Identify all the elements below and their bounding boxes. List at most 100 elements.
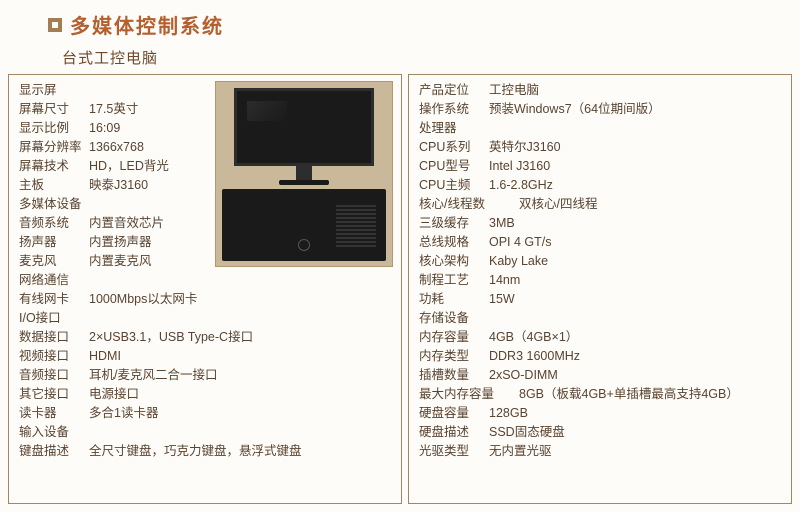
spec-label: 核心/线程数 <box>419 195 519 214</box>
spec-row: 内存类型DDR3 1600MHz <box>419 347 781 366</box>
spec-label: 三级缓存 <box>419 214 489 233</box>
stand-base-graphic <box>279 180 329 185</box>
spec-value: 15W <box>489 290 781 309</box>
spec-row: 最大内存容量8GB（板载4GB+单插槽最高支持4GB） <box>419 385 781 404</box>
spec-label: 产品定位 <box>419 81 489 100</box>
spec-label: 屏幕分辨率 <box>19 138 89 157</box>
spec-row: 有线网卡1000Mbps以太网卡 <box>19 290 391 309</box>
spec-row: 硬盘描述SSD固态硬盘 <box>419 423 781 442</box>
spec-label: 麦克风 <box>19 252 89 271</box>
spec-label: 制程工艺 <box>419 271 489 290</box>
spec-value: 全尺寸键盘，巧克力键盘，悬浮式键盘 <box>89 442 391 461</box>
spec-row: 内存容量4GB（4GB×1） <box>419 328 781 347</box>
spec-label: 最大内存容量 <box>419 385 519 404</box>
spec-label: 键盘描述 <box>19 442 89 461</box>
spec-label: 数据接口 <box>19 328 89 347</box>
spec-row: CPU型号Intel J3160 <box>419 157 781 176</box>
spec-label: 光驱类型 <box>419 442 489 461</box>
spec-value: 3MB <box>489 214 781 233</box>
spec-label: 读卡器 <box>19 404 89 423</box>
spec-row: 光驱类型无内置光驱 <box>419 442 781 461</box>
spec-heading: I/O接口 <box>19 309 391 328</box>
spec-row: CPU主频1.6-2.8GHz <box>419 176 781 195</box>
spec-heading: 存储设备 <box>419 309 781 328</box>
panels-container: 显示屏屏幕尺寸17.5英寸显示比例16:09屏幕分辨率1366x768屏幕技术H… <box>0 74 800 504</box>
spec-label: CPU型号 <box>419 157 489 176</box>
right-spec-list: 产品定位工控电脑操作系统预装Windows7（64位期间版）处理器CPU系列英特… <box>419 81 781 461</box>
spec-label: 有线网卡 <box>19 290 89 309</box>
left-panel: 显示屏屏幕尺寸17.5英寸显示比例16:09屏幕分辨率1366x768屏幕技术H… <box>8 74 402 504</box>
tower-graphic <box>222 189 386 261</box>
spec-row: 三级缓存3MB <box>419 214 781 233</box>
spec-label: 插槽数量 <box>419 366 489 385</box>
spec-value: DDR3 1600MHz <box>489 347 781 366</box>
spec-row: 读卡器多合1读卡器 <box>19 404 391 423</box>
spec-label: 功耗 <box>419 290 489 309</box>
spec-value: HDMI <box>89 347 391 366</box>
spec-row: 核心架构Kaby Lake <box>419 252 781 271</box>
spec-label: 视频接口 <box>19 347 89 366</box>
spec-label: CPU主频 <box>419 176 489 195</box>
spec-row: 核心/线程数双核心/四线程 <box>419 195 781 214</box>
spec-heading: 网络通信 <box>19 271 391 290</box>
spec-label: 内存类型 <box>419 347 489 366</box>
spec-row: 制程工艺14nm <box>419 271 781 290</box>
spec-row: 硬盘容量128GB <box>419 404 781 423</box>
spec-value: Intel J3160 <box>489 157 781 176</box>
spec-label: 屏幕技术 <box>19 157 89 176</box>
spec-row: 功耗15W <box>419 290 781 309</box>
spec-value: 工控电脑 <box>489 81 781 100</box>
spec-label: 扬声器 <box>19 233 89 252</box>
spec-label: 操作系统 <box>419 100 489 119</box>
spec-label: 屏幕尺寸 <box>19 100 89 119</box>
spec-label: CPU系列 <box>419 138 489 157</box>
product-image <box>215 81 393 267</box>
spec-row: 数据接口2×USB3.1，USB Type-C接口 <box>19 328 391 347</box>
spec-value: 电源接口 <box>89 385 391 404</box>
spec-heading: 输入设备 <box>19 423 391 442</box>
spec-value: 8GB（板载4GB+单插槽最高支持4GB） <box>519 385 781 404</box>
monitor-graphic <box>234 88 374 166</box>
spec-row: 键盘描述全尺寸键盘，巧克力键盘，悬浮式键盘 <box>19 442 391 461</box>
spec-label: 音频系统 <box>19 214 89 233</box>
spec-heading: 处理器 <box>419 119 781 138</box>
spec-label: 主板 <box>19 176 89 195</box>
spec-label: 硬盘描述 <box>419 423 489 442</box>
spec-row: 产品定位工控电脑 <box>419 81 781 100</box>
spec-label: 核心架构 <box>419 252 489 271</box>
spec-row: 操作系统预装Windows7（64位期间版） <box>419 100 781 119</box>
stand-graphic <box>296 166 312 180</box>
spec-value: SSD固态硬盘 <box>489 423 781 442</box>
spec-value: OPI 4 GT/s <box>489 233 781 252</box>
spec-value: 1.6-2.8GHz <box>489 176 781 195</box>
spec-row: 音频接口耳机/麦克风二合一接口 <box>19 366 391 385</box>
spec-value: 多合1读卡器 <box>89 404 391 423</box>
spec-label: 音频接口 <box>19 366 89 385</box>
bullet-icon <box>48 18 62 32</box>
spec-row: CPU系列英特尔J3160 <box>419 138 781 157</box>
spec-label: 内存容量 <box>419 328 489 347</box>
spec-row: 插槽数量2xSO-DIMM <box>419 366 781 385</box>
spec-value: 1000Mbps以太网卡 <box>89 290 391 309</box>
spec-label: 其它接口 <box>19 385 89 404</box>
spec-value: 2×USB3.1，USB Type-C接口 <box>89 328 391 347</box>
spec-row: 总线规格OPI 4 GT/s <box>419 233 781 252</box>
spec-row: 视频接口HDMI <box>19 347 391 366</box>
right-panel: 产品定位工控电脑操作系统预装Windows7（64位期间版）处理器CPU系列英特… <box>408 74 792 504</box>
spec-value: 4GB（4GB×1） <box>489 328 781 347</box>
page-title: 多媒体控制系统 <box>70 10 224 39</box>
spec-value: 英特尔J3160 <box>489 138 781 157</box>
spec-value: Kaby Lake <box>489 252 781 271</box>
spec-value: 无内置光驱 <box>489 442 781 461</box>
spec-label: 显示比例 <box>19 119 89 138</box>
header: 多媒体控制系统 <box>0 0 800 43</box>
spec-label: 总线规格 <box>419 233 489 252</box>
spec-label: 硬盘容量 <box>419 404 489 423</box>
spec-value: 14nm <box>489 271 781 290</box>
spec-value: 预装Windows7（64位期间版） <box>489 100 781 119</box>
spec-value: 2xSO-DIMM <box>489 366 781 385</box>
subtitle: 台式工控电脑 <box>0 43 800 74</box>
spec-value: 双核心/四线程 <box>519 195 781 214</box>
spec-value: 耳机/麦克风二合一接口 <box>89 366 391 385</box>
spec-value: 128GB <box>489 404 781 423</box>
